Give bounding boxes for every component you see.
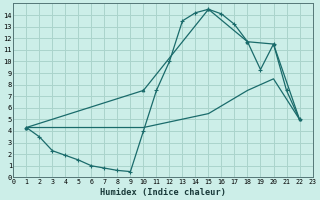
- X-axis label: Humidex (Indice chaleur): Humidex (Indice chaleur): [100, 188, 226, 197]
